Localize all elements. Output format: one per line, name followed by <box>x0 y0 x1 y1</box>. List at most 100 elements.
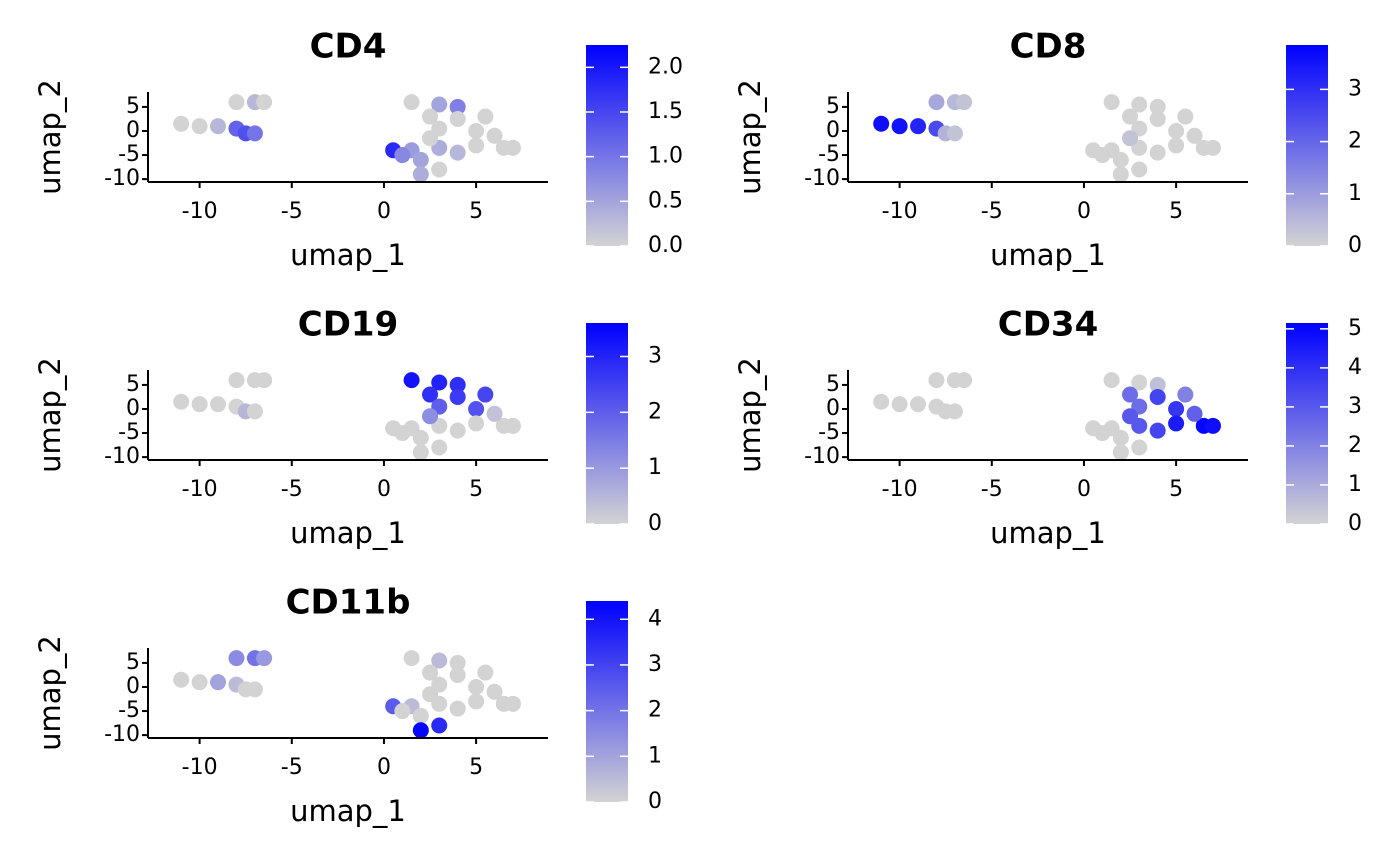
cell-point <box>477 108 494 125</box>
cell-point <box>449 666 466 683</box>
cell-point <box>449 98 466 115</box>
y-tick-label: -10 <box>104 722 140 747</box>
cell-point <box>1122 130 1139 147</box>
cell-point <box>256 650 273 667</box>
y-axis-label: umap_2 <box>33 635 67 751</box>
cell-point <box>1122 408 1139 425</box>
cell-point <box>210 118 227 135</box>
x-tick-label: 5 <box>1169 477 1183 502</box>
colorbar-label: 0.0 <box>648 233 683 258</box>
x-tick-label: -5 <box>281 199 303 224</box>
cell-point <box>504 417 521 434</box>
cell-point <box>910 396 927 413</box>
cell-point <box>928 94 945 111</box>
y-axis-label: umap_2 <box>33 79 67 195</box>
cell-point <box>873 115 890 132</box>
cell-point <box>228 94 245 111</box>
x-axis-label: umap_1 <box>990 516 1106 550</box>
colorbar-label: 1 <box>648 743 662 768</box>
cell-point <box>1149 110 1166 127</box>
x-tick-label: -5 <box>281 477 303 502</box>
colorbar-label: 1 <box>1348 472 1362 497</box>
colorbar-label: 0 <box>648 789 662 814</box>
cell-point <box>1103 372 1120 389</box>
cell-point <box>431 374 448 391</box>
y-tick-label: -5 <box>818 142 840 167</box>
panel-title: CD34 <box>998 305 1099 345</box>
x-axis-label: umap_1 <box>290 238 406 272</box>
y-tick-label: 0 <box>126 674 140 699</box>
y-tick-label: -10 <box>804 166 840 191</box>
cell-point <box>1103 94 1120 111</box>
cell-point <box>431 439 448 456</box>
colorbar <box>586 323 628 524</box>
cell-point <box>191 396 208 413</box>
colorbar-label: 2 <box>1348 129 1362 154</box>
cell-point <box>173 671 190 688</box>
colorbar-label: 0 <box>1348 233 1362 258</box>
cell-point <box>1149 388 1166 405</box>
colorbar-label: 2 <box>648 698 662 723</box>
x-axis-label: umap_1 <box>990 238 1106 272</box>
cell-point <box>422 130 439 147</box>
cell-point <box>246 403 263 420</box>
x-tick-label: 0 <box>377 477 391 502</box>
y-tick-label: -5 <box>118 698 140 723</box>
colorbar-label: 3 <box>648 344 662 369</box>
cell-point <box>449 422 466 439</box>
cell-point <box>468 693 485 710</box>
cell-point <box>928 372 945 389</box>
y-axis-label: umap_2 <box>733 79 767 195</box>
colorbar-label: 5 <box>1348 316 1362 341</box>
x-tick-label: -5 <box>281 755 303 780</box>
cell-point <box>431 96 448 113</box>
cell-point <box>256 94 273 111</box>
cell-point <box>1131 439 1148 456</box>
cell-point <box>1094 425 1111 442</box>
cell-point <box>1112 166 1129 183</box>
cell-point <box>422 408 439 425</box>
cell-point <box>1204 417 1221 434</box>
x-tick-label: 0 <box>377 199 391 224</box>
x-tick-label: 5 <box>469 199 483 224</box>
colorbar-label: 1.5 <box>648 99 683 124</box>
y-tick-label: -10 <box>104 166 140 191</box>
cell-point <box>246 681 263 698</box>
cell-point <box>246 125 263 142</box>
colorbar-label: 0 <box>648 511 662 536</box>
cell-point <box>449 144 466 161</box>
cell-point <box>1112 429 1129 446</box>
y-tick-label: -10 <box>104 444 140 469</box>
cell-point <box>1186 127 1203 144</box>
cell-point <box>1131 161 1148 178</box>
cell-point <box>1177 386 1194 403</box>
colorbar-label: 2 <box>648 399 662 424</box>
cell-point <box>191 674 208 691</box>
cell-point <box>504 139 521 156</box>
cell-point <box>422 386 439 403</box>
cell-point <box>403 94 420 111</box>
cell-point <box>477 386 494 403</box>
cell-point <box>891 118 908 135</box>
cell-point <box>486 405 503 422</box>
cell-point <box>1186 405 1203 422</box>
cell-point <box>1149 422 1166 439</box>
x-tick-label: 5 <box>469 477 483 502</box>
x-axis-label: umap_1 <box>290 794 406 828</box>
colorbar <box>586 45 628 246</box>
cell-point <box>1094 147 1111 164</box>
x-tick-label: -10 <box>882 477 918 502</box>
cell-point <box>946 403 963 420</box>
cell-point <box>1149 98 1166 115</box>
colorbar <box>1286 45 1328 246</box>
cell-point <box>486 127 503 144</box>
cell-point <box>412 151 429 168</box>
colorbar-label: 4 <box>1348 355 1362 380</box>
x-tick-label: 0 <box>377 755 391 780</box>
panel-title: CD4 <box>310 27 387 67</box>
cell-point <box>891 396 908 413</box>
x-tick-label: 5 <box>469 755 483 780</box>
colorbar <box>1286 323 1328 524</box>
cell-point <box>468 137 485 154</box>
